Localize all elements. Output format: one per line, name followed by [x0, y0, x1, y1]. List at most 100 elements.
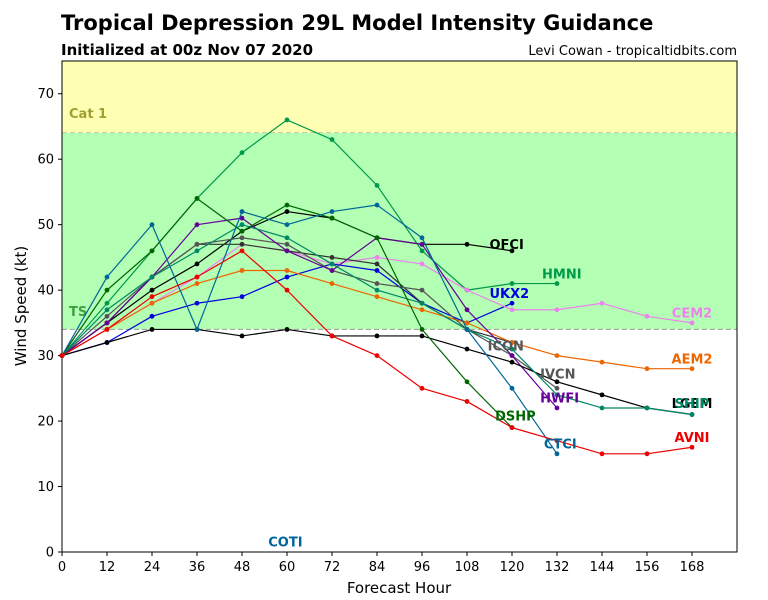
series-point-ctci: [509, 385, 515, 391]
series-line-hmni: [61, 119, 557, 356]
series-point-avni: [554, 438, 560, 444]
series-point-hmni: [329, 137, 335, 142]
series-point-dshp: [239, 228, 245, 234]
series-point-cem2: [644, 313, 650, 319]
series-point-ukx2: [374, 268, 380, 273]
series-point-lgem: [374, 333, 380, 339]
series-point-hwfi: [239, 215, 245, 221]
series-point-lgem: [284, 327, 290, 332]
series-point-aem2: [599, 359, 605, 365]
series-point-avni: [599, 451, 605, 457]
series-line-ivcn: [61, 237, 558, 389]
series-point-aem2: [644, 366, 650, 372]
series-point-lgem: [149, 327, 155, 332]
series-point-aem2: [239, 268, 245, 273]
series-point-dshp: [194, 196, 200, 201]
series-point-lgem: [599, 392, 605, 398]
y-tick-label: 40: [37, 284, 54, 299]
series-point-ship: [284, 235, 290, 241]
series-point-avni: [329, 333, 335, 339]
series-point-icon: [374, 261, 380, 267]
series-point-dshp: [419, 327, 425, 332]
series-point-hwfi: [194, 222, 200, 228]
series-point-ctci: [329, 209, 335, 214]
x-axis-label: Forecast Hour: [347, 579, 452, 597]
series-point-ivcn: [284, 241, 290, 247]
x-tick-label: 168: [680, 560, 705, 575]
series-point-dshp: [329, 215, 335, 221]
series-point-avni: [419, 385, 425, 391]
x-tick-label: 156: [635, 560, 660, 575]
series-label-ctci: CTCI: [544, 437, 577, 452]
y-axis-label: Wind Speed (kt): [12, 246, 30, 367]
series-point-ctci: [239, 209, 245, 214]
series-point-ivcn: [194, 241, 200, 247]
series-point-avni: [239, 248, 245, 254]
series-point-hmni: [284, 117, 290, 123]
series-point-ctci: [104, 274, 110, 280]
x-tick-label: 132: [545, 560, 570, 575]
series-point-hmni: [554, 281, 560, 286]
series-point-ship: [509, 346, 515, 352]
series-point-hwfi: [284, 248, 290, 254]
y-tick-label: 20: [37, 415, 54, 430]
series-label-avni: AVNI: [675, 431, 710, 446]
series-label-hmni: HMNI: [542, 267, 582, 282]
series-point-ship: [599, 405, 605, 411]
series-line-ctci: [61, 204, 558, 455]
series-point-ofci: [284, 209, 290, 214]
plot-frame: [61, 60, 738, 553]
series-label-ofci: OFCI: [490, 238, 524, 253]
series-point-dshp: [284, 202, 290, 208]
series-point-ship: [149, 274, 155, 280]
x-tick-label: 60: [279, 560, 296, 575]
series-label-ivcn: IVCN: [540, 367, 575, 382]
series-label-coti: COTI: [268, 536, 302, 551]
series-point-lgem: [554, 379, 560, 385]
y-tick-label: 0: [46, 546, 54, 561]
series-hwfi: [59, 215, 560, 411]
series-point-avni: [104, 327, 110, 332]
series-label-lgem: LGEM: [672, 397, 713, 412]
x-tick-label: 144: [590, 560, 615, 575]
series-point-ship: [689, 412, 695, 417]
series-point-aem2: [194, 281, 200, 286]
series-point-hwfi: [329, 268, 335, 273]
series-point-cem2: [464, 287, 470, 293]
chart-credit: Levi Cowan - tropicaltidbits.com: [528, 44, 737, 59]
series-point-avni: [644, 451, 650, 457]
series-label-hwfi: HWFI: [540, 392, 579, 407]
series-point-ofci: [509, 248, 515, 254]
series-point-ctci: [149, 222, 155, 228]
series-point-aem2: [509, 340, 515, 345]
series-point-aem2: [284, 268, 290, 273]
axes: 0 12 24 36 48 60 72 84 96 108 120 132 144 156 168 0 10 20…: [37, 60, 738, 575]
y-tick-label: 10: [37, 480, 54, 495]
series-point-ship: [419, 300, 425, 306]
series-point-ukx2: [194, 300, 200, 306]
series-point-ship: [644, 405, 650, 411]
y-tick-label: 30: [37, 349, 54, 364]
y-tick-label: 60: [37, 153, 54, 168]
series-point-aem2: [554, 353, 560, 358]
series-point-lgem: [509, 359, 515, 365]
series-point-lgem: [419, 333, 425, 339]
x-tick-label: 72: [324, 560, 341, 575]
series-point-ctci: [464, 327, 470, 332]
series-point-ivcn: [419, 287, 425, 293]
x-tick-label: 108: [455, 560, 480, 575]
series-point-aem2: [464, 320, 470, 326]
series-point-dshp: [149, 248, 155, 254]
series-point-ctci: [419, 235, 425, 241]
chart-subtitle: Initialized at 00z Nov 07 2020: [61, 41, 313, 59]
series-point-avni: [689, 444, 695, 450]
series-line-lgem: [61, 328, 693, 416]
series-point-cem2: [374, 255, 380, 260]
x-tick-label: 120: [500, 560, 525, 575]
y-tick-label: 50: [37, 218, 54, 233]
series-point-aem2: [329, 281, 335, 286]
series-label-ship: SHIP: [675, 397, 710, 412]
y-tick-label: 70: [37, 87, 54, 102]
series-point-avni: [194, 274, 200, 280]
series-point-ivcn: [374, 281, 380, 286]
